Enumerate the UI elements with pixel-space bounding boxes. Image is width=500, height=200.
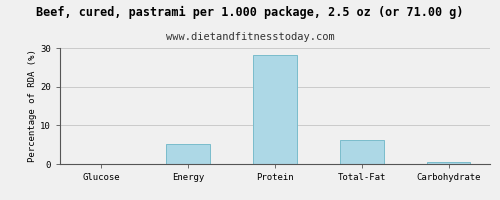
Bar <box>340 140 384 164</box>
Bar <box>166 144 210 164</box>
Y-axis label: Percentage of RDA (%): Percentage of RDA (%) <box>28 50 38 162</box>
Bar <box>427 162 470 164</box>
Text: Beef, cured, pastrami per 1.000 package, 2.5 oz (or 71.00 g): Beef, cured, pastrami per 1.000 package,… <box>36 6 464 19</box>
Bar <box>254 55 296 164</box>
Text: www.dietandfitnesstoday.com: www.dietandfitnesstoday.com <box>166 32 334 42</box>
